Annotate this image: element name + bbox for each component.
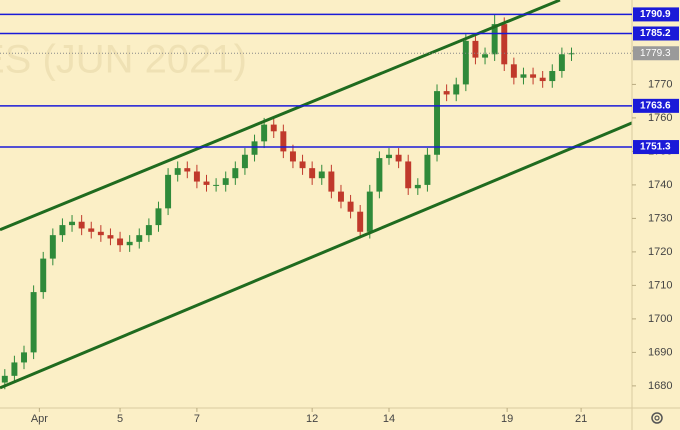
candle-body [539,77,546,82]
candle-body [347,201,354,212]
gear [651,412,663,424]
candle-body [443,91,450,95]
candle-body [21,352,27,363]
level-label: 1785.2 [640,28,671,39]
candle-body [299,161,306,169]
candle-body [424,154,431,185]
candle-body [568,53,575,55]
candle-body [145,225,152,236]
last-price-label: 1779.3 [640,48,671,59]
trendline [0,0,561,232]
candle-body [558,54,565,72]
candle-body [203,181,210,185]
level-label-bg [633,98,679,113]
candle-body [289,151,296,162]
x-tick-label: 19 [501,413,513,425]
candle-body [357,211,364,232]
level-label: 1751.3 [640,142,671,153]
y-tick-label: 1770 [648,78,672,90]
y-tick-label: 1740 [648,179,672,191]
candle-body [193,171,200,182]
candle-body [530,74,537,78]
candle-body [472,40,479,58]
candle-body [117,238,124,246]
candle-body [232,168,239,179]
trendline [0,121,632,390]
candle-body [376,158,383,192]
x-tick-label: 12 [306,413,318,425]
candle-body [241,154,248,169]
candle-body [165,174,172,209]
candle-body [97,231,104,236]
last-price-bg [633,46,679,61]
candle-body [59,225,66,236]
y-tick-label: 1760 [648,112,672,124]
y-tick-label: 1680 [648,380,672,392]
candle-body [318,171,325,179]
x-tick-label: 14 [383,413,395,425]
candle-body [328,171,335,192]
watermark: ES (JUN 2021) [0,38,247,82]
candle-body [11,362,18,376]
candle-body [395,154,402,162]
candle-body [414,184,421,189]
candle-body [126,241,133,246]
candle-body [222,178,229,185]
candle-body [309,168,316,179]
candle-body [69,221,76,226]
x-tick-label: 7 [194,413,200,425]
candle-body [501,24,508,65]
x-tick-label: Apr [31,413,48,425]
candle-body [510,64,517,78]
y-tick-label: 1710 [648,279,672,291]
candle-body [482,54,489,58]
candle-body [30,292,37,353]
candle-body [386,154,392,159]
candle-body [213,184,220,186]
candle-body [280,131,287,152]
candle-body [405,161,412,189]
x-tick-label: 5 [117,413,123,425]
level-label: 1763.6 [640,100,671,111]
candle-body [434,91,440,155]
x-tick-label: 21 [575,413,587,425]
candle-body [337,191,344,202]
candle-body [155,208,162,226]
candle-body [261,124,268,142]
level-label: 1790.9 [640,9,671,20]
candle-body [251,141,258,155]
level-label-bg [633,26,679,41]
level-label-bg [633,7,679,22]
y-tick-label: 1690 [648,346,672,358]
candle-body [78,221,85,229]
candle-body [174,168,181,175]
level-label-bg [633,140,679,155]
y-tick-label: 1730 [648,212,672,224]
candle-body [520,74,527,78]
y-tick-label: 1720 [648,246,672,258]
candle-body [40,258,47,293]
candle-body [136,235,143,242]
candle-body [88,228,95,232]
candle-body [107,235,114,239]
y-tick-label: 1700 [648,313,672,325]
candle-body [270,124,277,132]
candle-body [184,168,191,172]
candle-body [453,84,460,95]
candle-body [49,235,56,259]
candle-body [462,40,469,85]
settings-icon[interactable] [651,412,663,424]
plot-area [0,0,632,390]
gear-hub [654,415,660,421]
candle-body [491,24,498,55]
candle-body [366,191,373,232]
candle-body [549,71,556,82]
candle-body [1,375,8,383]
